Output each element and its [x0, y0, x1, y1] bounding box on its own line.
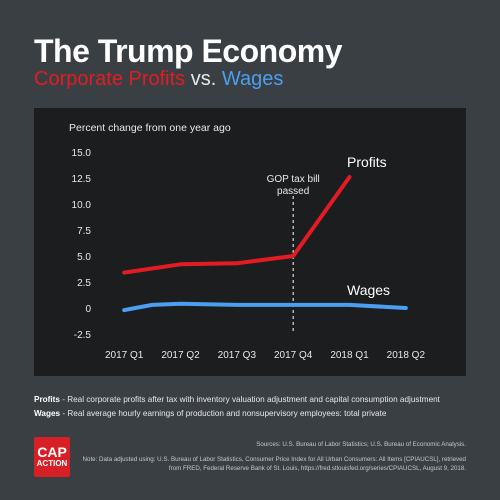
cap-action-logo: CAP ACTION — [34, 437, 70, 477]
logo-line2: ACTION — [36, 459, 68, 468]
x-tick-label: 2018 Q2 — [387, 350, 426, 361]
y-tick-label: 12.5 — [72, 174, 92, 185]
y-tick-label: 5.0 — [77, 252, 91, 263]
profits-note: Profits - Real corporate profits after t… — [34, 393, 474, 407]
x-tick-label: 2018 Q1 — [330, 350, 369, 361]
wages-note-label: Wages — [34, 409, 61, 418]
series-label-profits: Profits — [347, 154, 387, 170]
y-tick-label: 0 — [85, 304, 91, 315]
note-text: Note: Data adjusted using: U.S. Bureau o… — [82, 456, 466, 472]
chart-panel: Percent change from one year ago 15.0 12.5… — [34, 108, 466, 376]
y-tick-label: -2.5 — [74, 330, 92, 341]
x-tick-label: 2017 Q3 — [218, 350, 257, 361]
legend-notes: Profits - Real corporate profits after t… — [34, 393, 474, 421]
chart-subtitle: Corporate Profits vs. Wages — [34, 68, 283, 91]
profits-note-label: Profits — [34, 395, 60, 404]
x-tick-label: 2017 Q1 — [105, 350, 144, 361]
y-tick-label: 15.0 — [72, 148, 92, 159]
series-line-profits — [122, 175, 352, 275]
logo-line1: CAP — [37, 444, 67, 460]
x-tick-label: 2017 Q4 — [274, 350, 313, 361]
y-axis-label: Percent change from one year ago — [69, 122, 231, 134]
annotation-text-line1: GOP tax bill — [267, 174, 320, 185]
subtitle-profits: Corporate Profits — [34, 68, 186, 90]
wages-note-text: - Real average hourly earnings of produc… — [60, 409, 387, 418]
sources-text: Sources: U.S. Bureau of Labor Statistics… — [256, 441, 466, 448]
series-line-wages — [122, 301, 408, 313]
y-tick-label: 10.0 — [72, 200, 92, 211]
annotation-text-line2: passed — [277, 186, 309, 197]
y-tick-label: 7.5 — [77, 226, 91, 237]
subtitle-vs: vs. — [190, 68, 217, 90]
subtitle-wages: Wages — [221, 68, 284, 90]
wages-note: Wages - Real average hourly earnings of … — [34, 407, 474, 421]
series-label-wages: Wages — [347, 282, 390, 298]
x-tick-label: 2017 Q2 — [161, 350, 200, 361]
profits-note-text: - Real corporate profits after tax with … — [59, 395, 440, 404]
chart-title: The Trump Economy — [34, 33, 342, 69]
line-chart: Percent change from one year ago 15.0 12.5… — [69, 122, 426, 361]
y-tick-label: 2.5 — [77, 278, 91, 289]
